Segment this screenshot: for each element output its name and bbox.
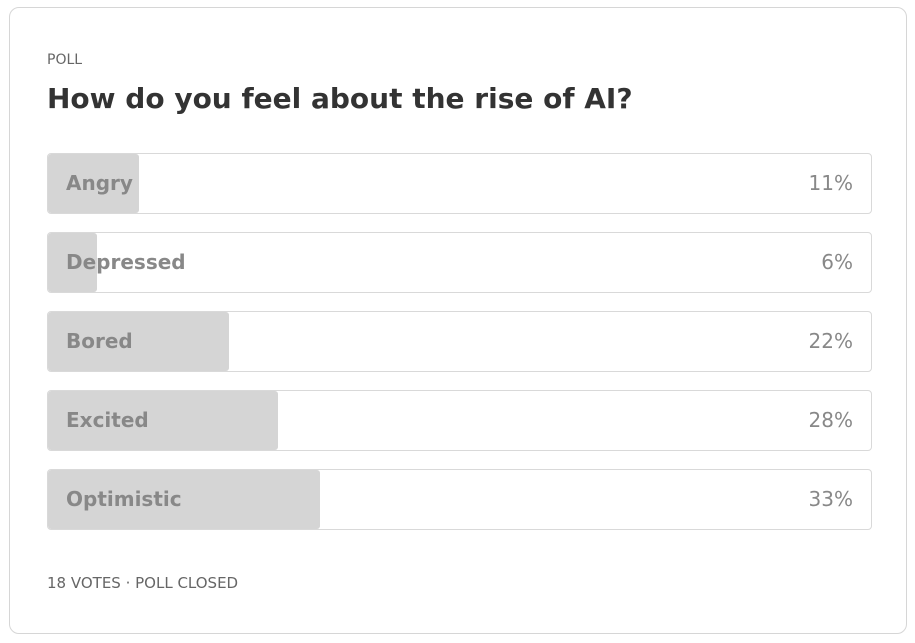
poll-option: Bored 22% [47,311,872,372]
option-percent: 33% [808,487,853,511]
option-label: Excited [66,408,149,432]
poll-footer: 18 VOTES · POLL CLOSED [47,574,239,592]
option-percent: 11% [808,171,853,195]
poll-option: Angry 11% [47,153,872,214]
result-bar [48,154,139,213]
option-label: Optimistic [66,487,182,511]
poll-option: Excited 28% [47,390,872,451]
poll-option: Depressed 6% [47,232,872,293]
option-label: Bored [66,329,133,353]
poll-kicker: POLL [47,52,83,68]
result-bar [48,391,279,450]
option-percent: 28% [808,408,853,432]
poll-question: How do you feel about the rise of AI? [47,82,633,115]
poll-options: Angry 11% Depressed 6% Bored 22% Excited 28% Opt… [47,153,872,548]
result-bar [48,312,230,371]
result-bar [48,233,98,292]
poll-option: Optimistic 33% [47,469,872,530]
result-bar [48,470,320,529]
option-label: Depressed [66,250,186,274]
option-percent: 6% [821,250,853,274]
option-percent: 22% [808,329,853,353]
option-label: Angry [66,171,133,195]
poll-card: POLL How do you feel about the rise of A… [9,7,907,634]
